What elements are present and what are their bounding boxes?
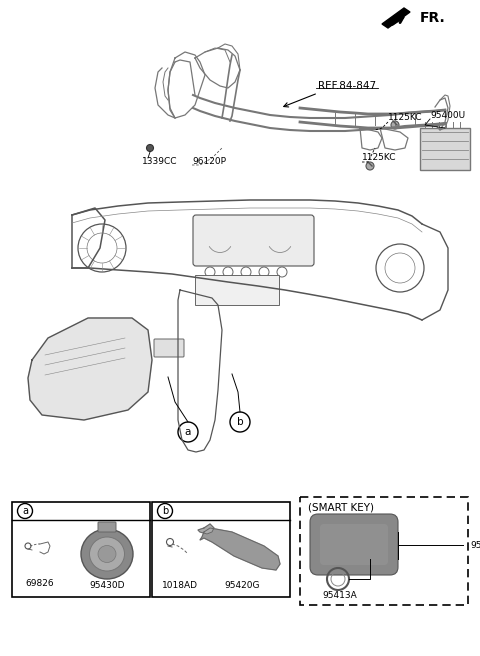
FancyBboxPatch shape [154,339,184,357]
Text: 96120P: 96120P [192,157,226,167]
Text: 1339CC: 1339CC [142,157,178,167]
FancyBboxPatch shape [195,275,279,305]
Text: (SMART KEY): (SMART KEY) [308,503,374,513]
Text: 95400U: 95400U [430,112,465,121]
Text: 1125KC: 1125KC [362,154,396,163]
Ellipse shape [89,537,124,571]
Text: FR.: FR. [420,11,446,25]
FancyBboxPatch shape [320,524,388,565]
Text: 95440K: 95440K [470,541,480,550]
Text: b: b [162,506,168,516]
Polygon shape [200,528,280,570]
Text: 95430D: 95430D [89,581,125,590]
Circle shape [146,144,154,152]
Text: b: b [237,417,243,427]
Circle shape [391,121,399,129]
Bar [300,497,468,605]
Text: 95420G: 95420G [224,581,260,590]
Bar [152,502,290,597]
FancyBboxPatch shape [193,215,314,266]
Text: REF.84-847: REF.84-847 [318,81,376,91]
Bar [12,502,150,597]
Polygon shape [382,8,410,28]
FancyBboxPatch shape [420,128,470,170]
Ellipse shape [81,529,133,579]
Text: 95413A: 95413A [323,590,358,600]
Ellipse shape [98,546,116,562]
Text: 69826: 69826 [26,579,54,588]
Text: 1125KC: 1125KC [388,113,422,123]
FancyBboxPatch shape [98,522,116,532]
Polygon shape [198,524,214,534]
FancyBboxPatch shape [310,514,398,575]
Text: a: a [22,506,28,516]
Text: 1018AD: 1018AD [162,581,198,590]
Circle shape [366,162,374,170]
Text: a: a [185,427,191,437]
Polygon shape [28,318,152,420]
